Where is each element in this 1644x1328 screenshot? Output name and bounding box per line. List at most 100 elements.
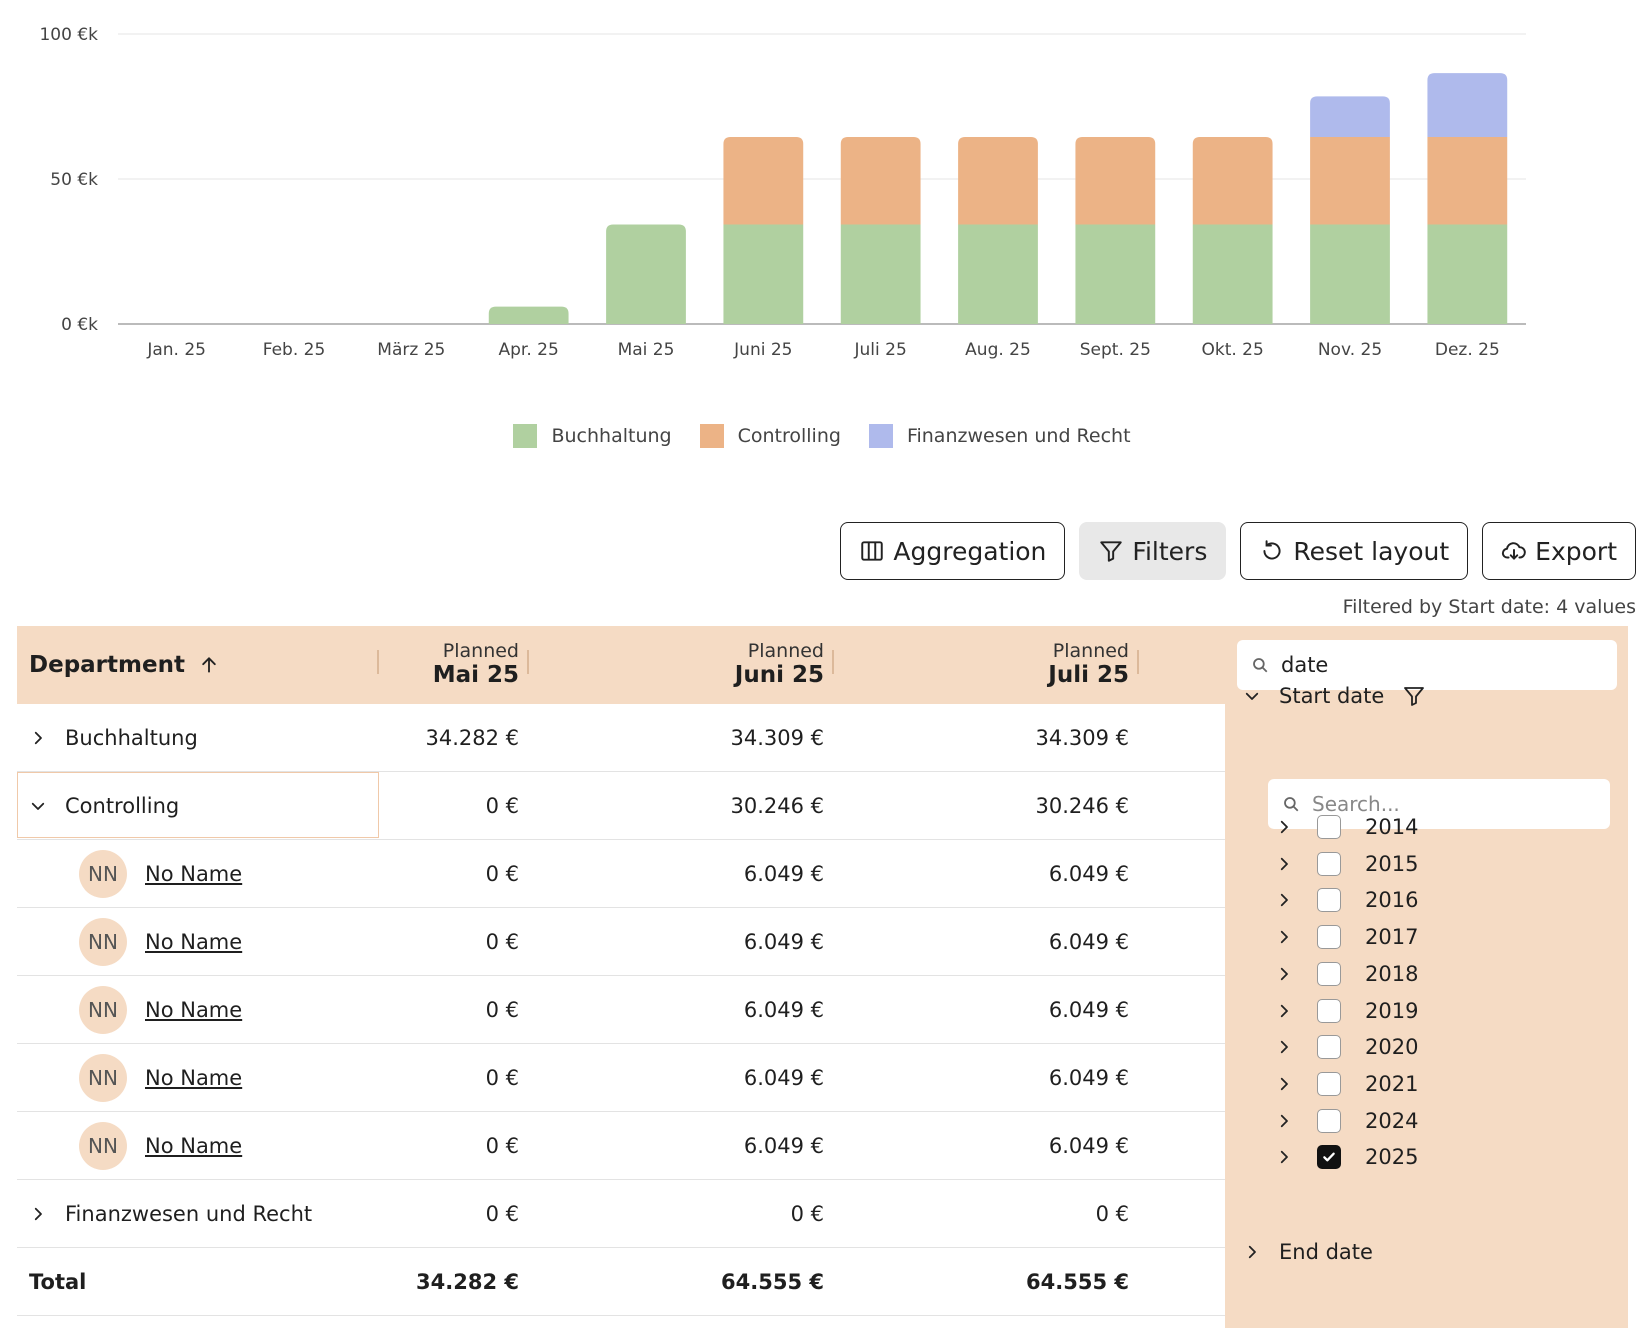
column-header-title: Mai 25 bbox=[299, 662, 519, 688]
planned-column-header[interactable]: Planned Juni 25 bbox=[604, 640, 824, 688]
column-resize-handle[interactable] bbox=[527, 650, 529, 674]
person-name-link[interactable]: No Name bbox=[145, 1134, 242, 1158]
group-row[interactable]: Buchhaltung 34.282 € 34.309 € 34.309 € bbox=[17, 704, 1235, 772]
person-name-link[interactable]: No Name bbox=[145, 862, 242, 886]
group-row[interactable]: Finanzwesen und Recht 0 € 0 € 0 € bbox=[17, 1180, 1235, 1248]
bar-segment[interactable] bbox=[1193, 137, 1273, 225]
planned-column-header[interactable]: Planned Mai 25 bbox=[299, 640, 519, 688]
start-date-group[interactable]: Start date bbox=[1243, 674, 1426, 718]
person-name-link[interactable]: No Name bbox=[145, 998, 242, 1022]
bar-segment[interactable] bbox=[489, 307, 569, 324]
data-grid: Department Planned Mai 25 Planned Juni 25 Pl… bbox=[17, 626, 1235, 1316]
department-column-header[interactable]: Department bbox=[29, 626, 219, 704]
planned-column-header[interactable]: Planned Juli 25 bbox=[909, 640, 1129, 688]
person-row[interactable]: NN No Name 0 € 6.049 € 6.049 € bbox=[17, 1112, 1235, 1180]
year-checkbox[interactable] bbox=[1317, 888, 1341, 912]
year-checkbox[interactable] bbox=[1317, 1109, 1341, 1133]
group-label: Buchhaltung bbox=[65, 726, 198, 750]
chevron-down-icon[interactable] bbox=[29, 797, 47, 815]
year-checkbox[interactable] bbox=[1317, 1035, 1341, 1059]
chevron-right-icon[interactable] bbox=[29, 1205, 47, 1223]
person-row[interactable]: NN No Name 0 € 6.049 € 6.049 € bbox=[17, 976, 1235, 1044]
legend-item[interactable]: Finanzwesen und Recht bbox=[869, 424, 1131, 448]
bar-segment[interactable] bbox=[841, 137, 921, 225]
column-resize-handle[interactable] bbox=[832, 650, 834, 674]
chevron-right-icon[interactable] bbox=[1243, 1243, 1261, 1261]
value-cell: 30.246 € bbox=[909, 772, 1129, 839]
bar-segment[interactable] bbox=[1075, 225, 1155, 324]
person-name-link[interactable]: No Name bbox=[145, 1066, 242, 1090]
chevron-right-icon[interactable] bbox=[1275, 965, 1293, 983]
legend-item[interactable]: Buchhaltung bbox=[513, 424, 671, 448]
x-tick-label: Feb. 25 bbox=[263, 340, 326, 360]
end-date-group[interactable]: End date bbox=[1243, 1230, 1373, 1274]
bar-segment[interactable] bbox=[841, 225, 921, 324]
bar-segment[interactable] bbox=[606, 225, 686, 324]
x-tick-label: Sept. 25 bbox=[1080, 340, 1151, 360]
value-cell: 6.049 € bbox=[604, 1044, 824, 1111]
reset-layout-button[interactable]: Reset layout bbox=[1240, 522, 1468, 580]
aggregation-button[interactable]: Aggregation bbox=[840, 522, 1065, 580]
chevron-right-icon[interactable] bbox=[1275, 1075, 1293, 1093]
x-tick-label: Dez. 25 bbox=[1435, 340, 1500, 360]
year-checkbox[interactable] bbox=[1317, 815, 1341, 839]
value-cell: 34.309 € bbox=[604, 704, 824, 771]
bar-segment[interactable] bbox=[1427, 73, 1507, 137]
bar-segment[interactable] bbox=[1310, 137, 1390, 225]
bar-segment[interactable] bbox=[723, 137, 803, 225]
bar-segment[interactable] bbox=[1075, 137, 1155, 225]
year-checkbox[interactable] bbox=[1317, 999, 1341, 1023]
chevron-right-icon[interactable] bbox=[1275, 818, 1293, 836]
chevron-right-icon[interactable] bbox=[1275, 1112, 1293, 1130]
year-option[interactable]: 2014 bbox=[1275, 809, 1418, 845]
chevron-right-icon[interactable] bbox=[1275, 1038, 1293, 1056]
year-label: 2014 bbox=[1365, 815, 1418, 839]
bar-segment[interactable] bbox=[723, 225, 803, 324]
chevron-down-icon[interactable] bbox=[1243, 687, 1261, 705]
export-button[interactable]: Export bbox=[1482, 522, 1636, 580]
chevron-right-icon[interactable] bbox=[1275, 1002, 1293, 1020]
year-checkbox[interactable] bbox=[1317, 1072, 1341, 1096]
year-option[interactable]: 2015 bbox=[1275, 846, 1418, 882]
year-option[interactable]: 2017 bbox=[1275, 919, 1418, 955]
year-option[interactable]: 2025 bbox=[1275, 1139, 1418, 1175]
year-option[interactable]: 2018 bbox=[1275, 956, 1418, 992]
chevron-right-icon[interactable] bbox=[1275, 891, 1293, 909]
chevron-right-icon[interactable] bbox=[29, 729, 47, 747]
bar-segment[interactable] bbox=[1427, 225, 1507, 324]
filters-button[interactable]: Filters bbox=[1079, 522, 1226, 580]
year-option[interactable]: 2021 bbox=[1275, 1066, 1418, 1102]
bar-segment[interactable] bbox=[1310, 225, 1390, 324]
chevron-right-icon[interactable] bbox=[1275, 928, 1293, 946]
year-checkbox[interactable] bbox=[1317, 1145, 1341, 1169]
bar-segment[interactable] bbox=[1310, 96, 1390, 137]
total-row[interactable]: Total 34.282 € 64.555 € 64.555 € bbox=[17, 1248, 1235, 1316]
sort-ascending-icon[interactable] bbox=[199, 655, 219, 675]
chevron-right-icon[interactable] bbox=[1275, 855, 1293, 873]
bar-segment[interactable] bbox=[1427, 137, 1507, 225]
year-option[interactable]: 2020 bbox=[1275, 1029, 1418, 1065]
year-checkbox[interactable] bbox=[1317, 925, 1341, 949]
person-row[interactable]: NN No Name 0 € 6.049 € 6.049 € bbox=[17, 1044, 1235, 1112]
year-checkbox[interactable] bbox=[1317, 852, 1341, 876]
group-label: Finanzwesen und Recht bbox=[65, 1202, 312, 1226]
year-option[interactable]: 2016 bbox=[1275, 882, 1418, 918]
bar-segment[interactable] bbox=[958, 225, 1038, 324]
value-cell: 64.555 € bbox=[604, 1248, 824, 1315]
group-row[interactable]: Controlling 0 € 30.246 € 30.246 € bbox=[17, 772, 1235, 840]
avatar: NN bbox=[79, 918, 127, 966]
bar-segment[interactable] bbox=[1193, 225, 1273, 324]
person-name-link[interactable]: No Name bbox=[145, 930, 242, 954]
year-option[interactable]: 2024 bbox=[1275, 1103, 1418, 1139]
person-row[interactable]: NN No Name 0 € 6.049 € 6.049 € bbox=[17, 908, 1235, 976]
column-resize-handle[interactable] bbox=[1137, 650, 1139, 674]
chevron-right-icon[interactable] bbox=[1275, 1148, 1293, 1166]
bar-segment[interactable] bbox=[958, 137, 1038, 225]
grid-toolbar: Aggregation Filters Reset layout Export bbox=[840, 522, 1636, 580]
year-checkbox[interactable] bbox=[1317, 962, 1341, 986]
person-row[interactable]: NN No Name 0 € 6.049 € 6.049 € bbox=[17, 840, 1235, 908]
legend-item[interactable]: Controlling bbox=[700, 424, 841, 448]
year-option[interactable]: 2019 bbox=[1275, 993, 1418, 1029]
y-tick-label: 100 €k bbox=[39, 25, 98, 45]
year-label: 2018 bbox=[1365, 962, 1418, 986]
